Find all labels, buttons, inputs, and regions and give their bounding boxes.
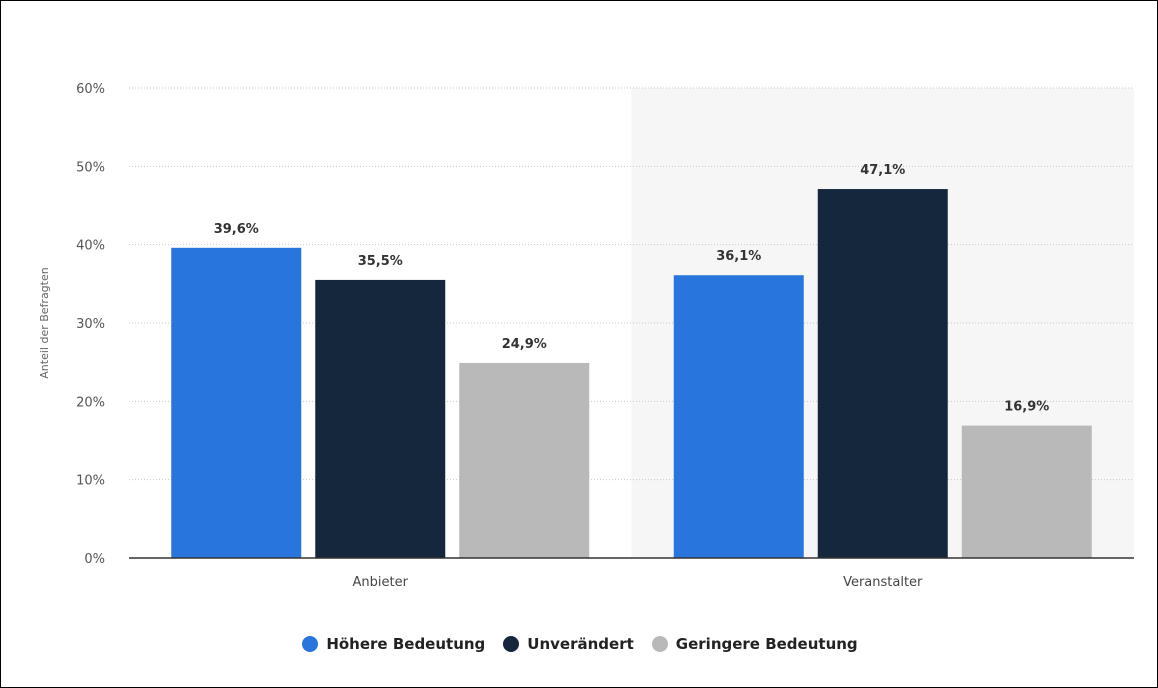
y-tick-label: 10% xyxy=(76,474,105,489)
legend-label: Geringere Bedeutung xyxy=(675,635,858,653)
legend: Höhere Bedeutung Unverändert Geringere Bed… xyxy=(1,635,1158,653)
data-label: 35,5% xyxy=(358,254,403,269)
bar xyxy=(459,362,590,558)
data-label: 36,1% xyxy=(716,249,761,264)
legend-label: Unverändert xyxy=(527,635,634,653)
legend-marker xyxy=(503,636,520,652)
y-tick-label: 50% xyxy=(76,160,105,175)
bar xyxy=(673,275,804,558)
y-tick-label: 0% xyxy=(84,552,105,567)
legend-item: Höhere Bedeutung xyxy=(302,635,485,653)
bar xyxy=(961,425,1092,558)
bar xyxy=(315,279,446,558)
legend-item: Unverändert xyxy=(503,635,634,653)
data-label: 24,9% xyxy=(502,337,547,352)
y-tick-label: 20% xyxy=(76,395,105,410)
legend-label: Höhere Bedeutung xyxy=(326,635,486,653)
y-tick-label: 40% xyxy=(76,239,105,254)
data-label: 16,9% xyxy=(1004,400,1049,415)
y-axis-title: Anteil der Befragten xyxy=(38,267,51,378)
legend-item: Geringere Bedeutung xyxy=(651,635,858,653)
data-label: 39,6% xyxy=(214,222,259,237)
data-label: 47,1% xyxy=(860,163,905,178)
y-tick-label: 60% xyxy=(76,82,105,97)
bar xyxy=(171,247,302,559)
legend-marker xyxy=(302,636,319,652)
bar xyxy=(817,189,948,559)
x-category-label: Veranstalter xyxy=(843,575,923,590)
bar-chart: 0% 10% 20% 30% 40% 50% 60% Anteil der Befragten… xyxy=(38,82,1134,590)
y-tick-label: 30% xyxy=(76,317,105,332)
x-category-label: Anbieter xyxy=(353,575,409,590)
legend-marker xyxy=(651,636,668,652)
